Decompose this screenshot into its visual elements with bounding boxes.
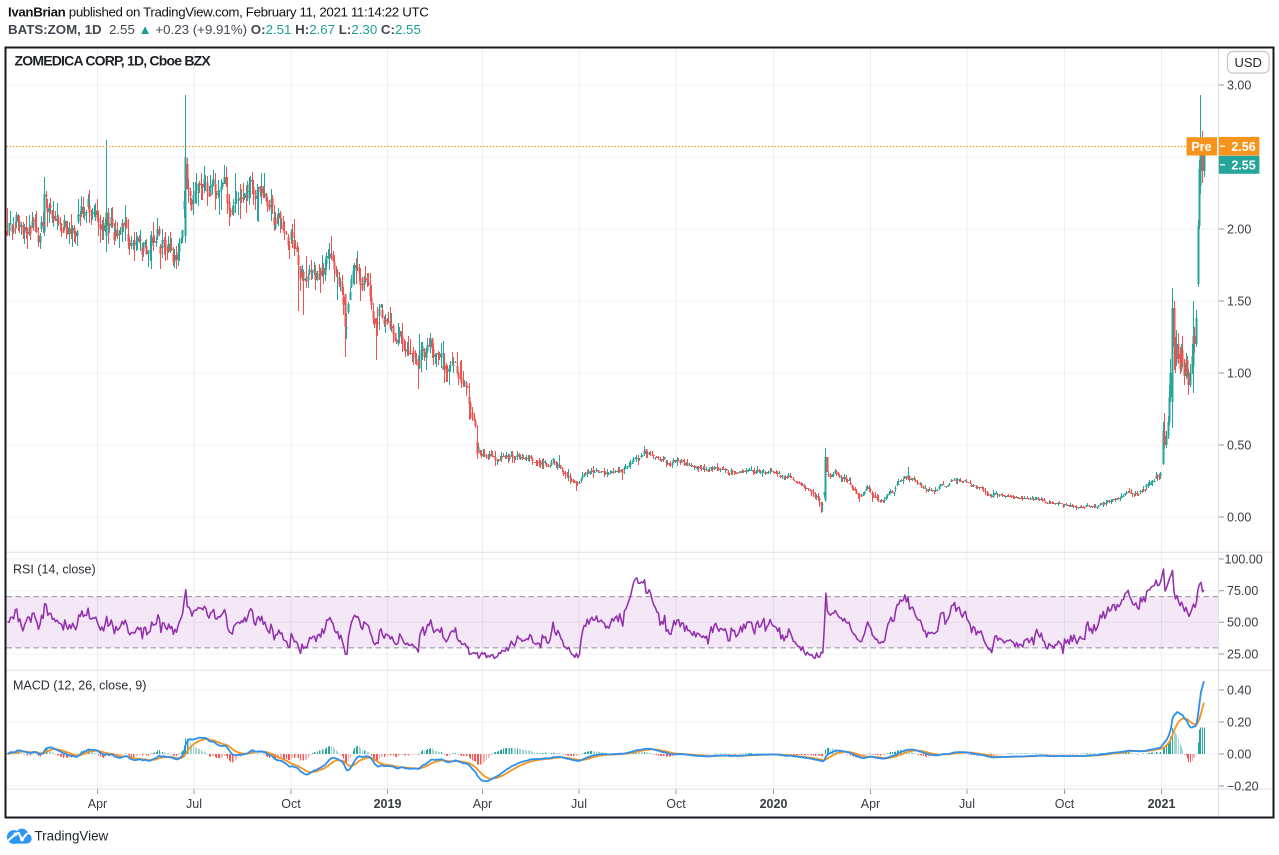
svg-text:0.50: 0.50 xyxy=(1227,438,1251,452)
svg-text:Oct: Oct xyxy=(1055,797,1075,811)
svg-text:2019: 2019 xyxy=(374,797,402,811)
svg-text:100.00: 100.00 xyxy=(1225,552,1263,566)
svg-text:Jul: Jul xyxy=(571,797,587,811)
svg-text:Jul: Jul xyxy=(959,797,975,811)
svg-text:0.00: 0.00 xyxy=(1227,747,1251,761)
svg-text:50.00: 50.00 xyxy=(1227,616,1258,630)
svg-text:Apr: Apr xyxy=(88,797,107,811)
svg-text:Apr: Apr xyxy=(861,797,880,811)
svg-text:2.00: 2.00 xyxy=(1227,222,1251,236)
svg-text:1.50: 1.50 xyxy=(1227,294,1251,308)
svg-text:2.56: 2.56 xyxy=(1231,140,1255,154)
svg-text:2020: 2020 xyxy=(760,797,788,811)
svg-text:MACD (12, 26, close, 9): MACD (12, 26, close, 9) xyxy=(13,679,146,693)
svg-text:RSI (14, close): RSI (14, close) xyxy=(13,563,96,577)
svg-text:2.55: 2.55 xyxy=(1231,159,1255,173)
svg-text:BATS:ZOM, 1D 2.55 ▲ +0.23 (+9: BATS:ZOM, 1D 2.55 ▲ +0.23 (+9.91%) O:2.5… xyxy=(8,22,421,37)
svg-text:0.20: 0.20 xyxy=(1227,715,1251,729)
svg-text:Oct: Oct xyxy=(666,797,686,811)
svg-text:Apr: Apr xyxy=(473,797,492,811)
svg-text:IvanBrian published on Trading: IvanBrian published on TradingView.com, … xyxy=(8,5,429,20)
svg-text:25.00: 25.00 xyxy=(1227,647,1258,661)
svg-text:Oct: Oct xyxy=(281,797,301,811)
svg-text:1.00: 1.00 xyxy=(1227,366,1251,380)
svg-text:−0.20: −0.20 xyxy=(1227,779,1259,793)
svg-text:3.00: 3.00 xyxy=(1227,78,1251,92)
svg-text:USD: USD xyxy=(1234,55,1261,70)
svg-text:2021: 2021 xyxy=(1148,797,1176,811)
svg-text:0.40: 0.40 xyxy=(1227,683,1251,697)
svg-text:75.00: 75.00 xyxy=(1227,584,1258,598)
svg-text:ZOMEDICA CORP, 1D, Cboe BZX: ZOMEDICA CORP, 1D, Cboe BZX xyxy=(15,53,212,69)
svg-text:0.00: 0.00 xyxy=(1227,510,1251,524)
svg-text:Jul: Jul xyxy=(186,797,202,811)
svg-text:Pre: Pre xyxy=(1191,140,1211,154)
svg-text:TradingView: TradingView xyxy=(35,829,109,844)
